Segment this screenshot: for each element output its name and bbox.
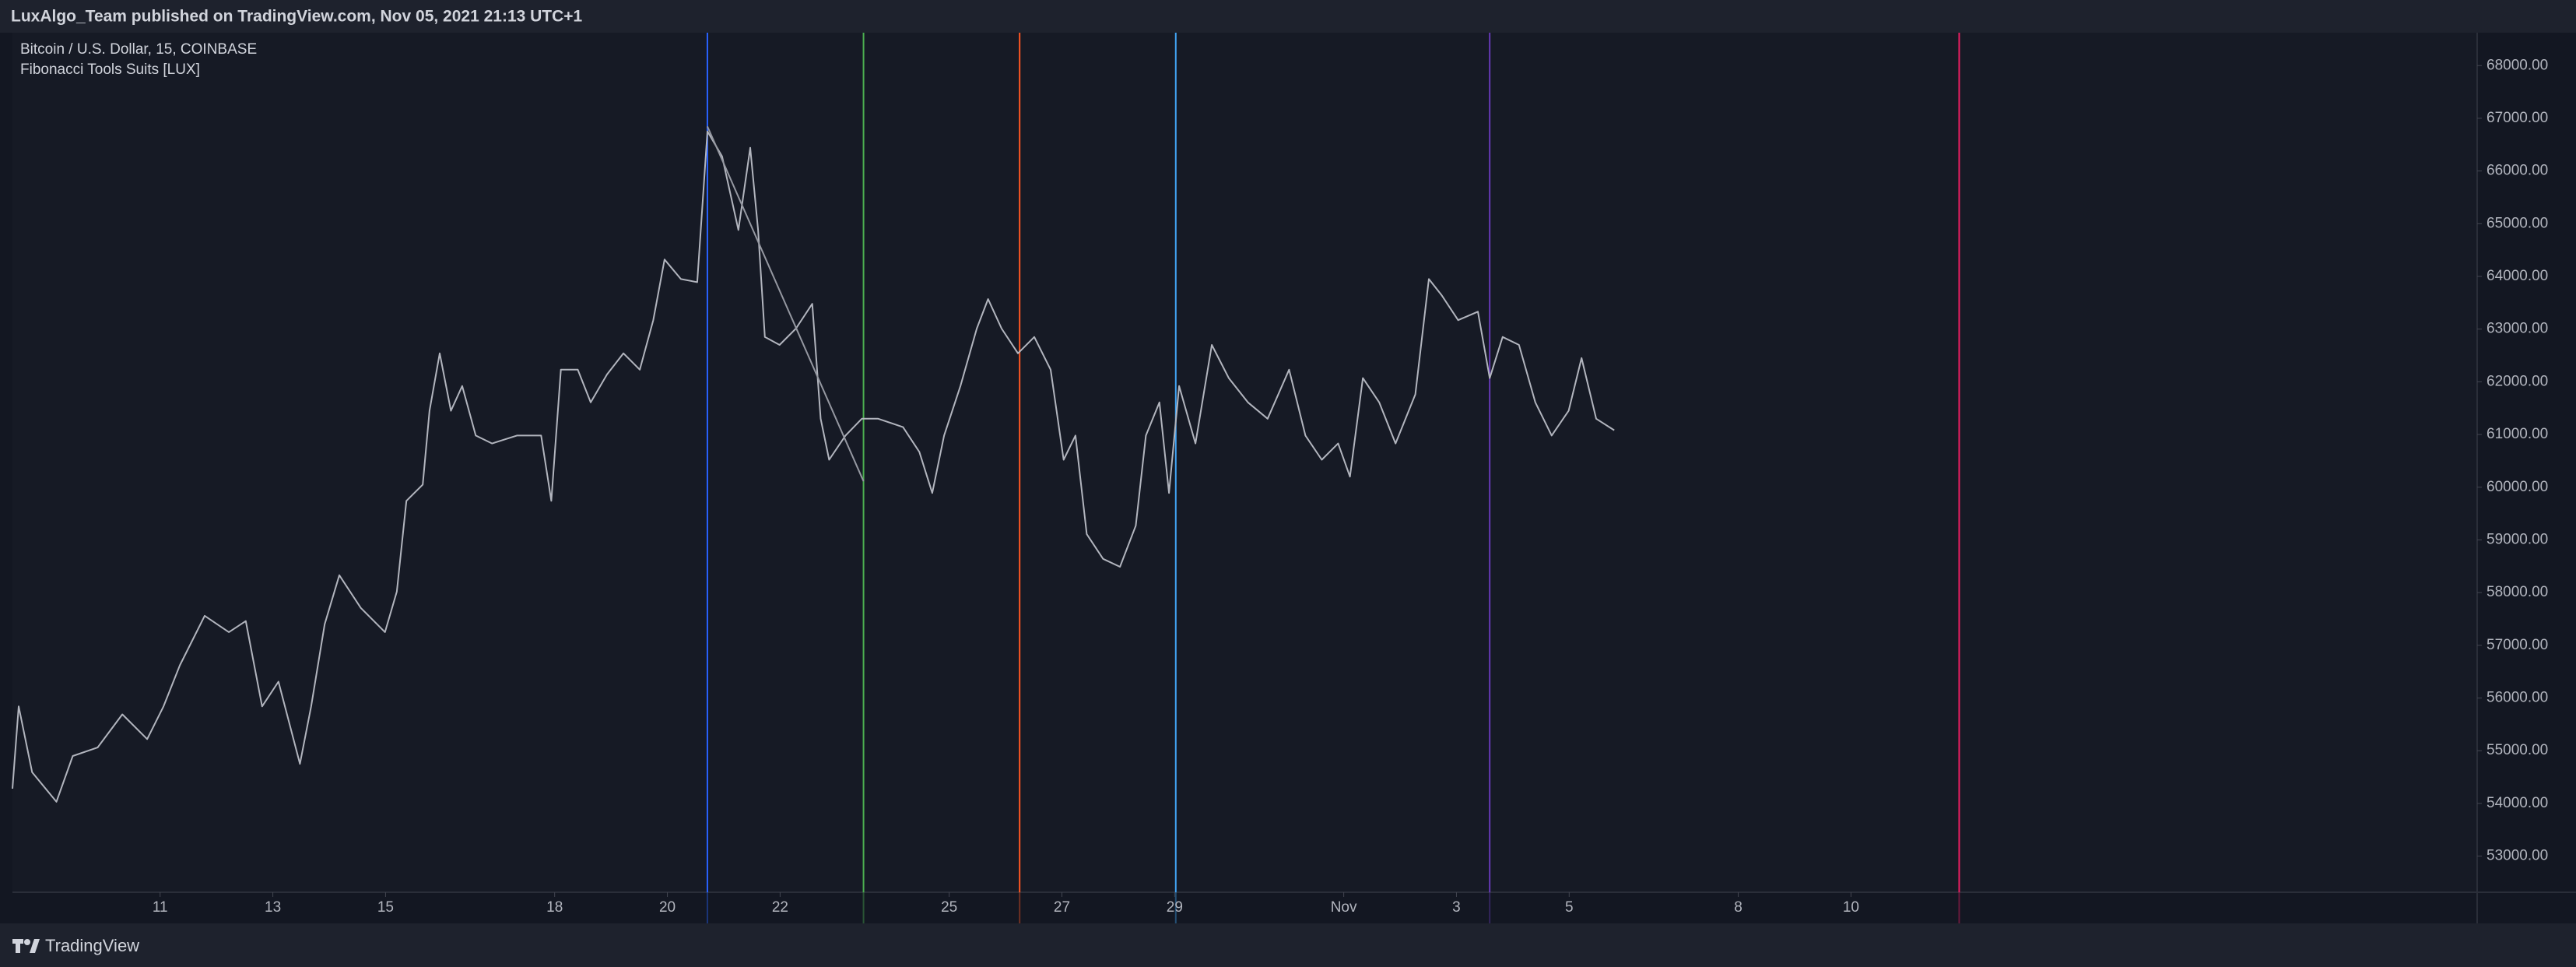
- x-tick-label: 22: [772, 899, 788, 916]
- y-tick-label: 59000.00: [2487, 531, 2548, 547]
- x-tick-label: 29: [1167, 899, 1183, 916]
- y-tick-label: 63000.00: [2487, 321, 2548, 337]
- y-tick-label: 68000.00: [2487, 57, 2548, 73]
- x-tick-label: 27: [1054, 899, 1070, 916]
- x-tick-label: 11: [153, 899, 168, 916]
- plot-area: [12, 33, 2477, 892]
- tv-logo: [12, 939, 40, 953]
- plot-layer: [12, 33, 1960, 923]
- y-tick-label: 66000.00: [2487, 163, 2548, 179]
- y-tick-label: 53000.00: [2487, 848, 2548, 864]
- y-tick-label: 56000.00: [2487, 690, 2548, 706]
- x-tick-label: 8: [1734, 899, 1742, 916]
- y-tick-label: 62000.00: [2487, 373, 2548, 389]
- x-tick-label: 10: [1843, 899, 1859, 916]
- x-tick-label: 25: [941, 899, 957, 916]
- header-text: LuxAlgo_Team published on TradingView.co…: [11, 8, 583, 26]
- footer-brand: TradingView: [45, 936, 139, 955]
- header-bar: [0, 0, 2576, 33]
- x-tick-label: 18: [546, 899, 563, 916]
- y-tick-label: 58000.00: [2487, 584, 2548, 600]
- footer-bar: [0, 923, 2576, 967]
- y-tick-label: 55000.00: [2487, 742, 2548, 758]
- price-line: [12, 130, 1615, 803]
- x-tick-label: 13: [265, 899, 281, 916]
- trend-line: [707, 125, 865, 482]
- chart-title: Bitcoin / U.S. Dollar, 15, COINBASE: [20, 41, 257, 58]
- x-tick-label: 20: [659, 899, 676, 916]
- x-tick-label: 3: [1452, 899, 1461, 916]
- y-tick-label: 61000.00: [2487, 426, 2548, 442]
- x-tick-label: 5: [1565, 899, 1574, 916]
- y-tick-label: 54000.00: [2487, 795, 2548, 811]
- y-tick-label: 64000.00: [2487, 268, 2548, 284]
- y-tick-label: 60000.00: [2487, 479, 2548, 495]
- x-tick-label: 15: [377, 899, 394, 916]
- y-tick-label: 67000.00: [2487, 110, 2548, 126]
- y-tick-label: 65000.00: [2487, 215, 2548, 231]
- x-tick-label: Nov: [1331, 899, 1357, 916]
- y-tick-label: 57000.00: [2487, 637, 2548, 653]
- chart-subtitle: Fibonacci Tools Suits [LUX]: [20, 62, 200, 78]
